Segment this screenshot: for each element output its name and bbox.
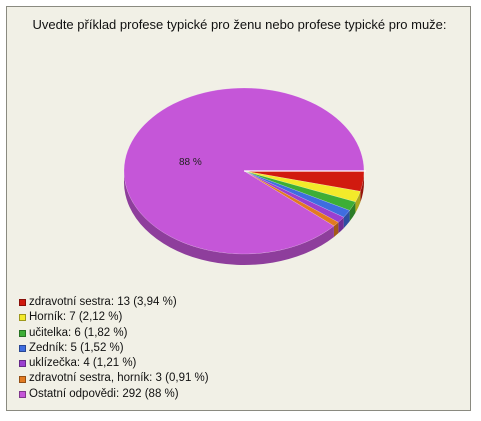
legend-label: učitelka: 6 (1,82 %) bbox=[29, 326, 128, 339]
legend-label: zdravotní sestra, horník: 3 (0,91 %) bbox=[29, 372, 209, 385]
legend-item: zdravotní sestra, horník: 3 (0,91 %) bbox=[19, 371, 209, 386]
pie-slice-side-3 bbox=[343, 210, 350, 229]
legend-item: zdravotní sestra: 13 (3,94 %) bbox=[19, 295, 209, 310]
legend-swatch bbox=[19, 314, 26, 322]
legend-swatch bbox=[19, 390, 26, 398]
pie-slice-side-1 bbox=[355, 191, 361, 213]
pie-slice-side-4 bbox=[338, 217, 344, 234]
legend-swatch bbox=[19, 299, 26, 307]
chart-title: Uvedte příklad profese typické pro ženu … bbox=[32, 17, 447, 32]
pie-slice-4 bbox=[243, 170, 345, 223]
legend-label: uklízečka: 4 (1,21 %) bbox=[29, 357, 137, 370]
legend-item: Zedník: 5 (1,52 %) bbox=[19, 341, 209, 356]
pie-slice-1 bbox=[243, 170, 361, 203]
pie-slice-side-0 bbox=[360, 171, 364, 203]
legend-swatch bbox=[19, 345, 26, 353]
pie-slice-side-5 bbox=[333, 222, 339, 237]
legend-swatch bbox=[19, 360, 26, 368]
legend-item: učitelka: 6 (1,82 %) bbox=[19, 326, 209, 341]
legend-label: zdravotní sestra: 13 (3,94 %) bbox=[29, 296, 177, 308]
pie-slice-3 bbox=[243, 170, 351, 218]
legend-label: Horník: 7 (2,12 %) bbox=[29, 311, 123, 324]
legend-item: Horník: 7 (2,12 %) bbox=[19, 310, 209, 325]
chart-panel: Uvedte příklad profese typické pro ženu … bbox=[6, 6, 471, 411]
legend-label: Zedník: 5 (1,52 %) bbox=[29, 341, 124, 354]
pie-slice-side-6 bbox=[124, 171, 334, 265]
pie-chart: 88 % bbox=[123, 87, 366, 265]
legend-swatch bbox=[19, 375, 26, 383]
legend-swatch bbox=[19, 329, 26, 337]
legend-item: uklízečka: 4 (1,21 %) bbox=[19, 356, 209, 371]
pie-slice-side-2 bbox=[349, 201, 356, 222]
chart-legend: zdravotní sestra: 13 (3,94 %) Horník: 7 (… bbox=[19, 295, 209, 402]
legend-item: Ostatní odpovědi: 292 (88 %) bbox=[19, 387, 209, 402]
legend-label: Ostatní odpovědi: 292 (88 %) bbox=[29, 387, 179, 400]
pie-slice-5 bbox=[243, 170, 339, 227]
pie-slice-2 bbox=[243, 170, 356, 211]
slice-label-main: 88 % bbox=[179, 157, 202, 168]
